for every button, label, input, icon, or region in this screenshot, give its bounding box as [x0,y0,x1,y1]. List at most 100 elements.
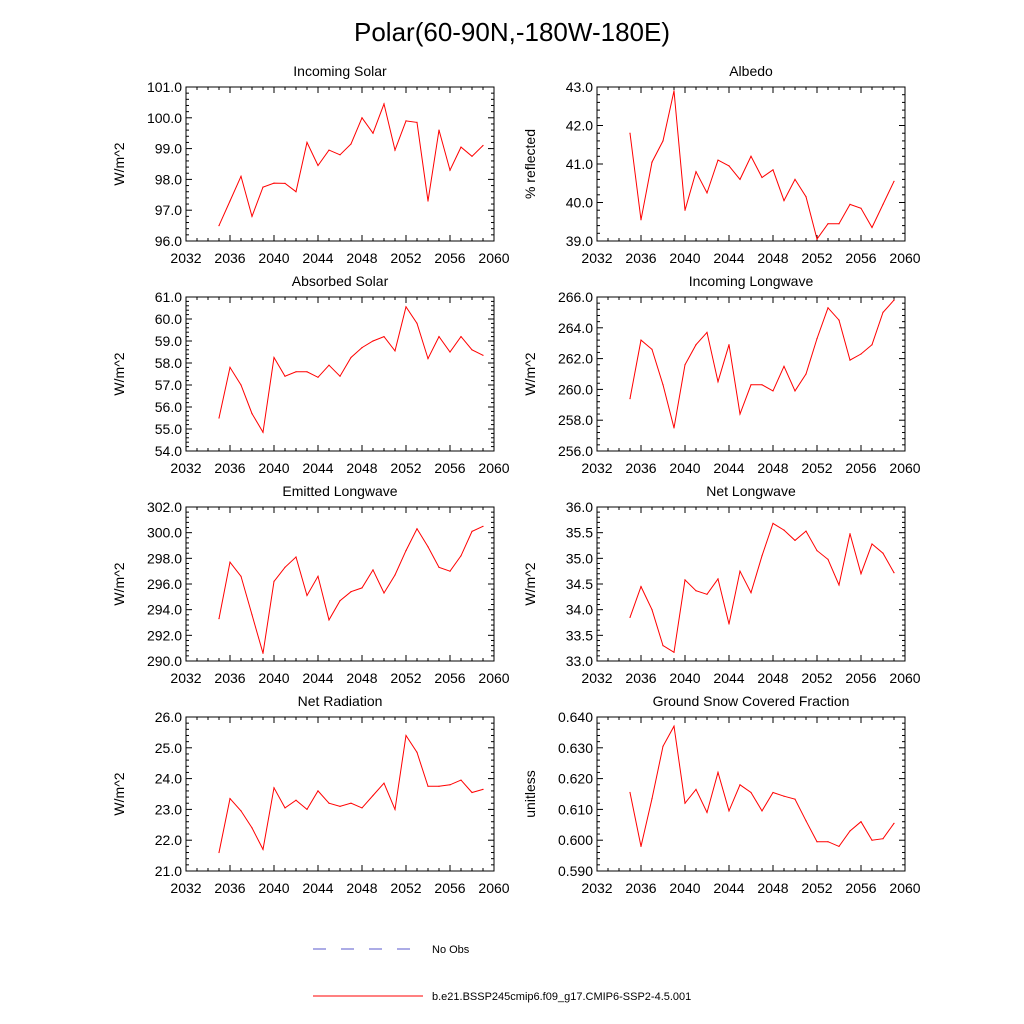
chart-panel: Incoming Solar W/m^2 2032 2036 2040 2044 2048 2… [111,63,510,266]
data-point [629,398,631,400]
data-point [482,144,484,147]
data-point [229,366,231,368]
y-tick-label: 290.0 [147,653,182,669]
data-point [706,811,708,814]
y-tick-label: 23.0 [155,801,182,817]
data-point [438,566,440,568]
data-point [893,180,895,182]
data-point [805,530,807,532]
data-point [827,307,829,309]
data-point [860,353,862,355]
figure-title: Polar(60-90N,-180W-180E) [354,17,670,47]
data-point [838,845,840,848]
data-point [482,354,484,356]
x-tick-label: 2044 [302,670,333,686]
data-point [438,336,440,338]
x-tick-label: 2036 [214,880,245,896]
data-point [805,373,807,375]
data-point [871,839,873,841]
x-tick-label: 2032 [581,670,612,686]
y-tick-label: 0.590 [558,863,593,879]
data-point [251,614,253,616]
y-tick-label: 41.0 [566,156,593,172]
data-point [849,533,851,535]
y-tick-label: 40.0 [566,195,593,211]
panel-title: Incoming Solar [293,63,387,79]
legend-series-label: b.e21.BSSP245cmip6.f09_g17.CMIP6-SSP2-4.… [432,991,691,1003]
y-tick-label: 25.0 [155,740,182,756]
data-point [482,788,484,791]
data-point [449,351,451,353]
data-point [794,539,796,542]
y-tick-label: 43.0 [566,79,593,95]
x-tick-label: 2040 [669,250,700,266]
x-tick-label: 2036 [214,250,245,266]
data-point [482,525,484,527]
y-tick-label: 24.0 [155,771,182,787]
data-point [273,356,275,359]
series-line [218,734,484,853]
data-point [306,371,308,373]
y-tick-label: 97.0 [155,202,182,218]
data-point [460,555,462,557]
plot-frame [596,86,906,242]
x-tick-label: 2044 [302,880,333,896]
data-point [651,161,653,163]
y-tick-label: 35.0 [566,550,593,566]
data-point [860,207,862,209]
y-tick-label: 36.0 [566,499,593,515]
data-point [717,159,719,161]
data-point [761,810,763,812]
data-point [383,103,385,105]
plot-frame [185,296,495,452]
data-point [772,390,774,392]
data-point [783,529,785,531]
data-point [739,178,741,180]
data-point [728,623,730,625]
y-tick-label: 100.0 [147,110,182,126]
data-point [640,845,642,848]
data-point [427,785,429,787]
x-tick-label: 2032 [581,250,612,266]
x-tick-label: 2056 [434,880,465,896]
data-point [449,169,451,171]
chart-panels: Incoming Solar W/m^2 2032 2036 2040 2044 2048 2… [111,63,921,896]
data-point [673,651,675,653]
data-point [251,413,253,415]
y-axis-label: W/m^2 [522,352,538,395]
data-point [893,299,895,301]
x-tick-label: 2036 [625,880,656,896]
x-tick-label: 2040 [669,460,700,476]
data-point [306,594,308,597]
series-line [629,90,895,241]
x-tick-label: 2056 [434,460,465,476]
x-tick-label: 2048 [757,670,788,686]
data-point [838,223,840,225]
series-line [218,525,484,654]
data-point [684,579,686,581]
data-point [717,771,719,774]
chart-panel: Incoming Longwave W/m^2 2032 2036 2040 2044 20… [522,273,921,476]
x-tick-label: 2048 [757,880,788,896]
data-point [383,782,385,784]
data-point [295,191,297,193]
y-tick-label: 101.0 [147,79,182,95]
panel-title: Absorbed Solar [292,273,389,289]
x-tick-label: 2060 [478,250,509,266]
data-point [251,215,253,217]
data-point [416,751,418,754]
data-point [361,117,363,119]
data-point [438,785,440,787]
x-tick-label: 2052 [801,670,832,686]
data-point [739,413,741,415]
data-point [372,569,374,571]
data-point [405,306,407,308]
data-point [849,203,851,205]
chart-panel: Net Radiation W/m^2 2032 2036 2040 2044 2048 20… [111,693,510,896]
data-point [394,149,396,151]
data-point [328,364,330,366]
data-point [882,838,884,840]
y-tick-label: 42.0 [566,118,593,134]
data-point [427,358,429,360]
y-tick-label: 61.0 [155,289,182,305]
